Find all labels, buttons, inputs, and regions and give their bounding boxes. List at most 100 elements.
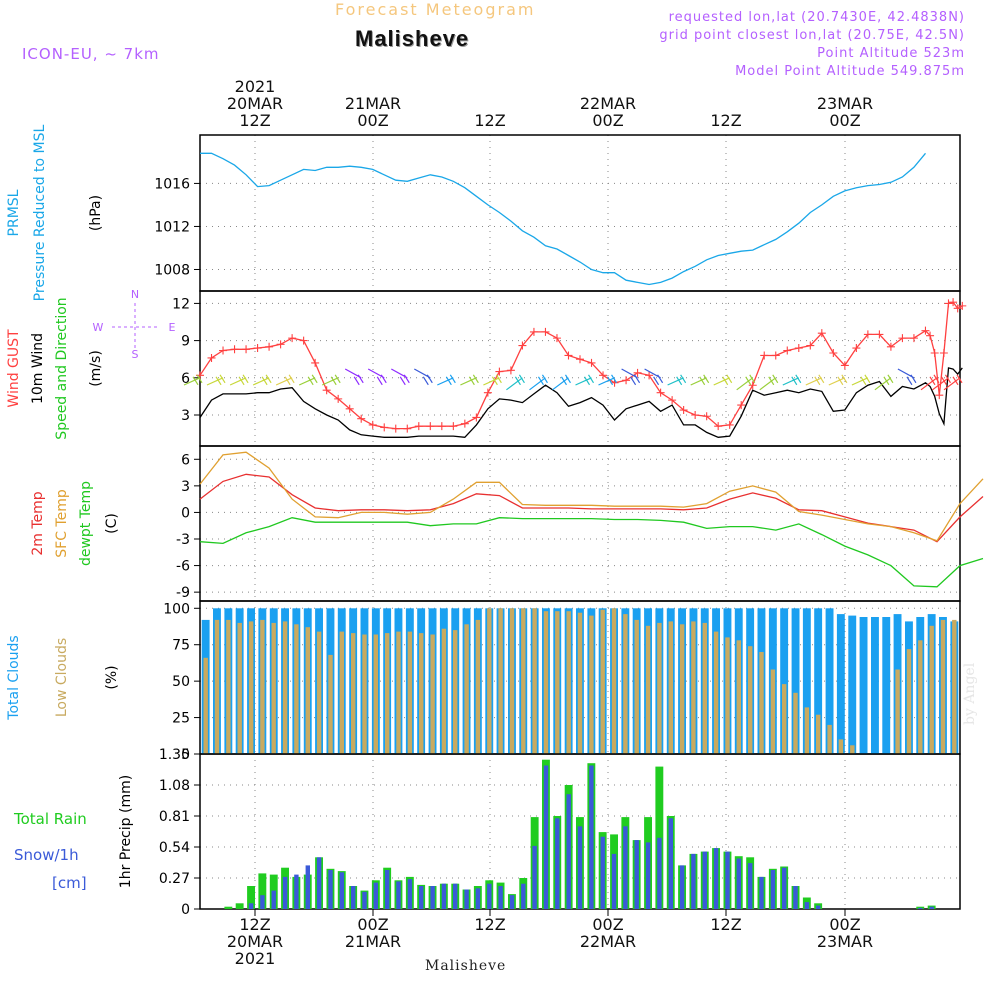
bottom-axis-hour: 12Z <box>474 915 505 934</box>
bar-precipitation-snow-1h <box>328 870 333 909</box>
chart-title: Malisheve <box>355 26 470 51</box>
gust-marker <box>460 419 469 428</box>
bar-clouds-low-clouds <box>668 621 673 754</box>
gust-marker <box>449 422 458 431</box>
bar-precipitation-snow-1h <box>782 867 787 909</box>
gust-marker <box>794 344 803 353</box>
bottom-axis-date: 21MAR <box>345 932 401 951</box>
bar-precipitation-snow-1h <box>430 886 435 909</box>
y-tick-label-wind: 3 <box>181 408 190 424</box>
bar-clouds-low-clouds <box>430 634 435 754</box>
bar-clouds-low-clouds <box>521 608 526 754</box>
legend-snow: Snow/1h <box>14 846 79 864</box>
bar-precipitation-snow-1h <box>713 848 719 909</box>
y-tick-label-pressure: 1008 <box>154 262 190 278</box>
y-tick-label-temperature: 0 <box>181 505 190 521</box>
bar-precipitation-snow-1h <box>759 876 764 909</box>
wind-barb <box>437 374 456 386</box>
bar-clouds-low-clouds <box>498 608 503 754</box>
bar-precipitation-snow-1h <box>498 886 503 909</box>
gust-marker <box>702 412 711 421</box>
top-axis-hour: 00Z <box>357 111 388 130</box>
wind-barb <box>690 374 710 386</box>
panel-pressure: 1008 1012 1016 PRMSL Pressure Reduced to MSL… <box>6 124 961 301</box>
bar-precipitation-snow-1h <box>645 842 651 909</box>
gust-marker <box>863 330 872 339</box>
bar-precipitation-snow-1h <box>362 891 367 909</box>
y-tick-label-precipitation: 1.08 <box>159 778 190 794</box>
wind-barb <box>805 374 825 386</box>
gust-marker <box>958 301 967 310</box>
gust-marker <box>518 341 527 350</box>
bar-clouds-low-clouds <box>940 619 946 754</box>
y-tick-label-temperature: -6 <box>176 559 190 575</box>
wind-barb <box>252 374 272 386</box>
bar-precipitation-total-rain <box>916 906 925 909</box>
ylabel-line-pressure: PRMSL <box>6 189 22 236</box>
bar-clouds-low-clouds <box>419 633 424 754</box>
gust-marker <box>391 424 400 433</box>
bar-clouds-low-clouds <box>532 608 537 754</box>
bar-clouds-low-clouds <box>475 619 481 754</box>
gust-marker <box>622 376 631 385</box>
gust-marker <box>898 334 907 343</box>
bar-clouds-low-clouds <box>248 621 254 754</box>
y-tick-label-clouds: 100 <box>163 601 190 617</box>
bar-precipitation-snow-1h <box>657 837 662 909</box>
gust-marker <box>529 327 538 336</box>
ylabel-temperature: 2m Temp SFC Temp dewpt Temp (C) <box>30 481 120 566</box>
compass-s: S <box>132 348 139 361</box>
y-tick-label-wind: 9 <box>181 334 190 350</box>
gust-marker <box>288 334 297 343</box>
panel-temperature: -9 -6 -3 0 3 6 2m Temp SFC Temp dewpt Temp (C) <box>30 445 984 602</box>
panel-clouds: 0 25 50 75 100 Total Clouds Low Clouds (%) <box>6 600 961 763</box>
bar-clouds-low-clouds <box>577 612 583 754</box>
y-tick-label-pressure: 1012 <box>154 219 190 235</box>
bar-clouds-total-clouds <box>780 608 789 754</box>
ylabel-precipitation: 1hr Precip (mm) <box>118 775 134 888</box>
wind-barb <box>874 374 894 391</box>
series-line-10m-wind <box>199 367 963 438</box>
gust-marker <box>230 345 239 354</box>
bar-clouds-low-clouds <box>759 652 764 754</box>
bar-precipitation-snow-1h <box>543 765 549 909</box>
bar-clouds-low-clouds <box>543 611 549 754</box>
y-tick-label-wind: 12 <box>172 296 190 312</box>
y-tick-label-pressure: 1016 <box>154 176 190 192</box>
gust-marker <box>921 326 930 335</box>
ylabel-line-clouds: Total Clouds <box>6 635 22 720</box>
ylabel-line-wind: Wind GUST <box>6 329 22 408</box>
bar-clouds-low-clouds <box>362 634 367 754</box>
gust-marker <box>725 420 734 429</box>
wind-barb <box>529 374 548 391</box>
y-tick-label-precipitation: 0 <box>181 902 190 918</box>
wind-barb <box>506 374 525 391</box>
wind-barb <box>483 374 502 386</box>
bar-precipitation-snow-1h <box>600 836 605 909</box>
bar-precipitation-snow-1h <box>464 889 469 909</box>
bottom-axis-hour: 00Z <box>829 915 860 934</box>
gust-marker <box>564 351 573 360</box>
wind-barb <box>275 374 295 386</box>
gust-marker <box>207 353 216 362</box>
y-tick-label-temperature: -9 <box>176 585 190 601</box>
bar-precipitation-snow-1h <box>316 857 322 909</box>
gust-marker <box>219 346 228 355</box>
gust-marker <box>760 351 769 360</box>
bar-precipitation-snow-1h <box>918 907 923 909</box>
top-axis-date: 20MAR <box>227 94 283 113</box>
series-line-prmsl <box>200 152 927 286</box>
bar-clouds-total-clouds <box>814 608 823 754</box>
ylabel-line-clouds: Low Clouds <box>54 638 70 717</box>
y-tick-label-clouds: 75 <box>172 638 190 654</box>
bar-clouds-low-clouds <box>748 646 753 754</box>
bar-precipitation-snow-1h <box>748 863 753 909</box>
bar-precipitation-snow-1h <box>294 874 299 909</box>
wind-barb <box>851 374 871 386</box>
ylabel-line-precipitation: 1hr Precip (mm) <box>118 775 134 888</box>
gust-marker <box>840 361 849 370</box>
gust-marker <box>242 345 251 354</box>
series-line-2m-temp <box>199 473 984 543</box>
bar-clouds-low-clouds <box>339 631 344 754</box>
